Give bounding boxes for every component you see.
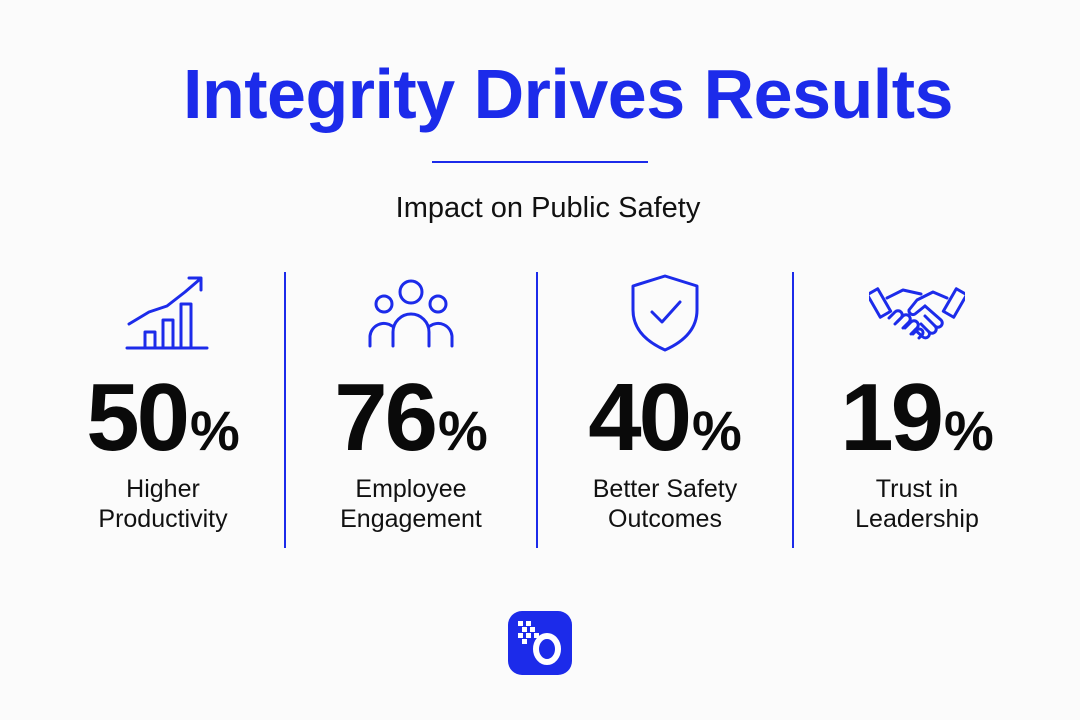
shield-check-icon xyxy=(617,272,713,352)
brand-logo-icon xyxy=(508,611,572,675)
column-divider xyxy=(792,272,794,548)
page-subtitle: Impact on Public Safety xyxy=(395,192,701,224)
stat-label: Trust in Leadership xyxy=(855,475,979,533)
page-title: Integrity Drives Results xyxy=(183,55,953,133)
stat-trust: 19% Trust in Leadership xyxy=(794,272,1040,550)
stat-value: 76% xyxy=(334,364,488,471)
stat-engagement: 76% Employee Engagement xyxy=(286,272,536,550)
stat-label: Employee Engagement xyxy=(340,475,482,533)
stat-safety: 40% Better Safety Outcomes xyxy=(538,272,792,550)
stat-productivity: 50% Higher Productivity xyxy=(40,272,286,550)
handshake-icon xyxy=(869,272,965,352)
column-divider xyxy=(284,272,286,548)
stat-label: Higher Productivity xyxy=(98,475,228,533)
stat-label: Better Safety Outcomes xyxy=(592,475,738,533)
title-underline xyxy=(432,161,648,163)
growth-chart-icon xyxy=(115,272,211,352)
column-divider xyxy=(536,272,538,548)
stats-row: 50% Higher Productivity 76% Employee Eng… xyxy=(40,272,1040,550)
stat-value: 50% xyxy=(86,364,240,471)
stat-value: 19% xyxy=(840,364,994,471)
stat-value: 40% xyxy=(588,364,742,471)
people-group-icon xyxy=(363,272,459,352)
